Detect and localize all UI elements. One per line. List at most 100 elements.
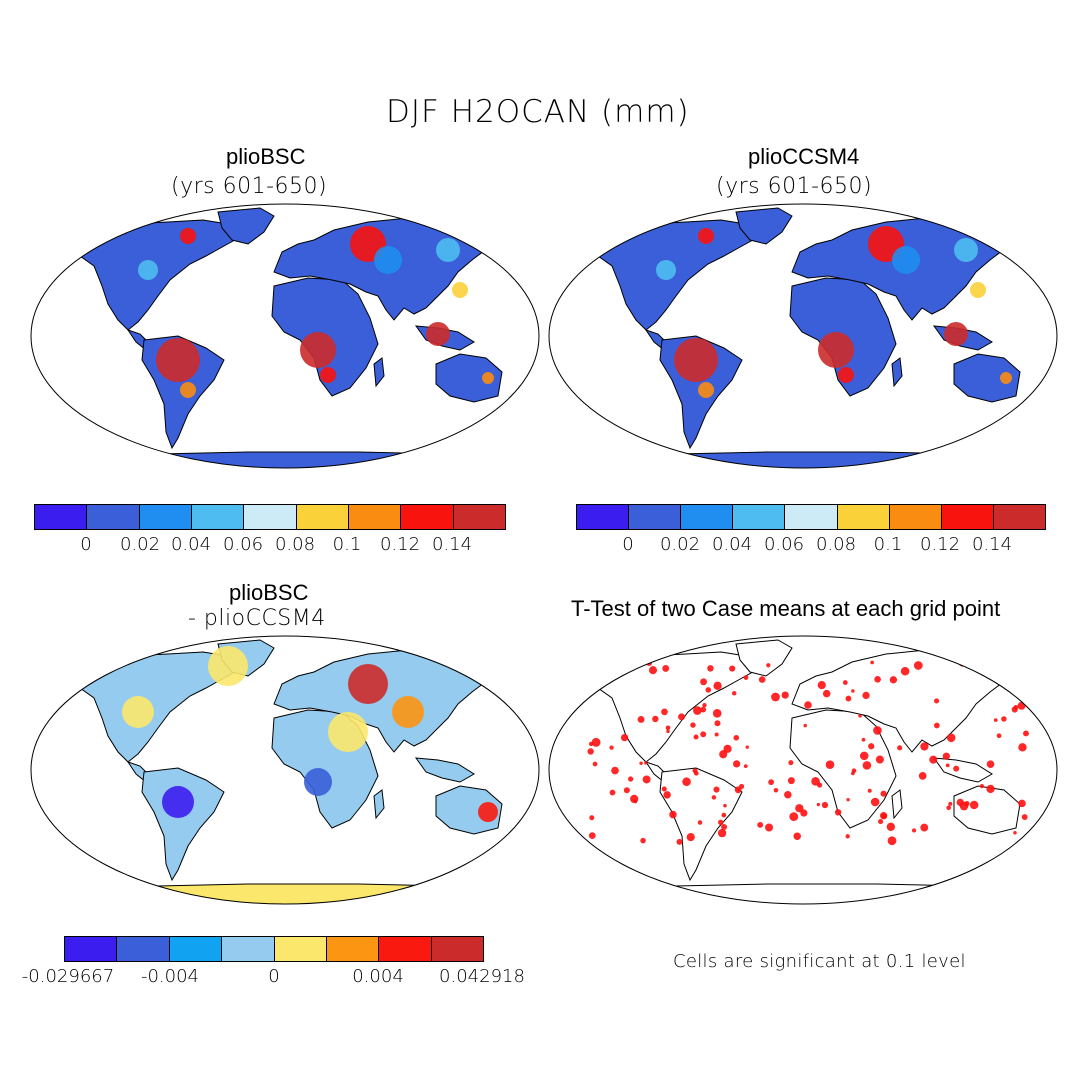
field-cell: [944, 322, 968, 346]
field-cell: [661, 708, 668, 716]
field-cell: [880, 790, 887, 797]
field-cell: [348, 664, 388, 704]
colorbar-tick-label: 0.02: [659, 534, 701, 555]
field-cell: [986, 760, 995, 768]
colorbar-swatch: [169, 937, 223, 961]
field-cell: [648, 666, 658, 675]
colorbar-swatch: [889, 505, 942, 529]
field-cell: [834, 809, 842, 816]
field-cell: [874, 675, 881, 683]
field-cell: [773, 787, 779, 793]
continent-indonesia: [414, 757, 475, 783]
field-cell: [698, 228, 714, 244]
field-cell: [642, 775, 651, 784]
field-cell: [1018, 799, 1026, 808]
field-cell: [620, 733, 629, 742]
field-cell: [970, 282, 986, 298]
field-cell: [588, 832, 596, 839]
field-cell: [793, 832, 801, 841]
panel-2-subtitle: (yrs 601-650): [716, 174, 873, 199]
colorbar-swatch: [681, 505, 734, 529]
field-cell: [705, 687, 712, 693]
colorbar-tick-label: -0.029667: [21, 966, 115, 987]
field-cell: [669, 810, 677, 819]
continent-indonesia: [932, 757, 993, 783]
field-cell: [934, 698, 940, 704]
field-cell: [328, 712, 368, 752]
colorbar-swatch: [296, 505, 349, 529]
colorbar-tick-label: 0.08: [815, 534, 857, 555]
map-frame: [30, 203, 540, 469]
field-cell: [1018, 743, 1027, 752]
colorbar-swatch: [222, 937, 275, 961]
map-frame: [548, 635, 1058, 905]
field-cell: [929, 755, 938, 764]
field-cell: [818, 332, 854, 368]
field-cell: [208, 646, 248, 686]
map-plioccsm4: [548, 203, 1058, 469]
field-cell: [674, 338, 718, 382]
continent-greenland: [735, 639, 793, 677]
continent-antarctica: [111, 883, 501, 904]
colorbar-tick-label: 0.04: [170, 534, 212, 555]
field-cell: [320, 367, 336, 383]
field-cell: [784, 791, 792, 799]
colorbar-tick-label: 0.12: [919, 534, 961, 555]
field-cell: [870, 660, 874, 665]
field-cell: [676, 838, 683, 845]
continent-madagascar: [373, 789, 385, 820]
continent-australia: [953, 785, 1021, 835]
field-cell: [712, 709, 722, 718]
field-cell: [996, 733, 1002, 739]
field-cell: [743, 675, 749, 680]
continent-antarctica: [629, 451, 1019, 468]
continent-madagascar: [891, 357, 903, 388]
field-cell: [721, 812, 727, 818]
colorbar-plioccsm4: [576, 504, 1046, 530]
colorbar-swatch: [117, 937, 170, 961]
colorbar-tick-label: 0.02: [119, 534, 161, 555]
colorbar-tick-label: 0.12: [379, 534, 421, 555]
field-cell: [1013, 830, 1017, 835]
field-cell: [771, 692, 780, 702]
map-frame: [30, 635, 540, 905]
field-cell: [875, 755, 884, 764]
field-cell: [781, 691, 789, 699]
colorbar-swatch: [837, 505, 890, 529]
colorbar-tick-label: 0.08: [274, 534, 316, 555]
colorbar-tick-label: 0.06: [222, 534, 264, 555]
field-cell: [478, 802, 498, 822]
field-cell: [934, 722, 940, 729]
field-cell: [592, 761, 598, 767]
field-cell: [374, 246, 402, 274]
field-cell: [611, 766, 619, 775]
colorbar-tick-label: 0.04: [711, 534, 753, 555]
field-cell: [707, 665, 714, 672]
field-cell: [1017, 701, 1026, 710]
field-cell: [879, 812, 888, 820]
colorbar-swatch: [87, 505, 140, 529]
field-cell: [693, 770, 699, 776]
field-cell: [816, 802, 821, 807]
field-cell: [1013, 704, 1019, 710]
colorbar-tick-label: 0.1: [873, 534, 903, 555]
field-cell: [721, 823, 728, 830]
colorbar-swatch: [785, 505, 838, 529]
field-cell: [639, 761, 643, 766]
colorbar-swatch: [139, 505, 192, 529]
field-cell: [873, 726, 882, 735]
field-cell: [825, 760, 835, 769]
colorbar-swatch: [993, 505, 1045, 529]
field-cell: [392, 696, 424, 728]
field-cell: [803, 723, 807, 728]
field-cell: [942, 752, 950, 760]
field-cell: [1000, 372, 1012, 384]
field-cell: [861, 737, 866, 742]
field-cell: [637, 715, 645, 723]
field-cell: [745, 745, 749, 749]
colorbar-tick-label: 0.14: [971, 534, 1013, 555]
panel-4-title: T-Test of two Case means at each grid po…: [571, 596, 1001, 621]
field-cell: [678, 713, 685, 721]
map-pliobsc: [30, 203, 540, 469]
field-cell: [821, 801, 829, 809]
